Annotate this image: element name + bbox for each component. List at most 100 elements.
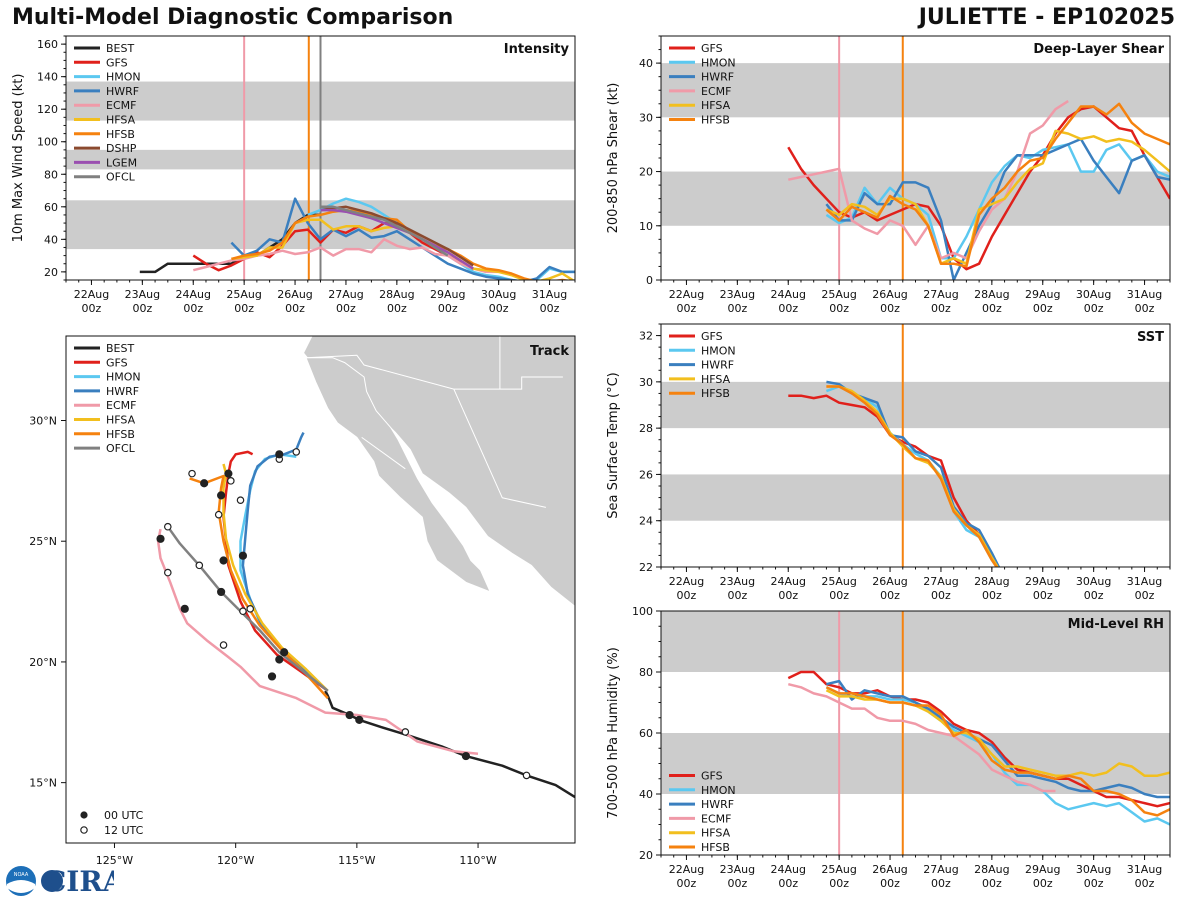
x-tick-label: 31Aug (532, 288, 567, 301)
x-tick-label: 22Aug (669, 863, 704, 876)
x-tick-label: 00z (727, 877, 747, 890)
y-tick-label: 100 (632, 605, 653, 618)
cira-logo: NOAA CIRA (6, 865, 114, 898)
panel-sst: 22242628303222Aug00z23Aug00z24Aug00z25Au… (606, 323, 1171, 602)
legend-marker-00utc (80, 811, 88, 819)
marker-12utc (239, 607, 247, 616)
legend-label-best: BEST (106, 42, 134, 55)
storm-id-title: JULIETTE - EP102025 (918, 5, 1175, 30)
legend-label-hfsb: HFSB (701, 841, 730, 854)
x-tick-label: 28Aug (379, 288, 414, 301)
x-tick-label: 00z (931, 589, 951, 602)
lat-tick-label: 25°N (29, 535, 57, 548)
x-tick-label: 00z (1135, 589, 1155, 602)
x-tick-label: 00z (387, 302, 407, 315)
y-tick-label: 26 (639, 468, 653, 481)
y-tick-label: 60 (44, 201, 58, 214)
y-tick-label: 32 (639, 330, 653, 343)
marker-12utc (246, 605, 255, 613)
series-line-lgem (320, 208, 474, 270)
x-tick-label: 30Aug (1076, 288, 1111, 301)
series-group (787, 670, 1170, 826)
y-axis-label: Sea Surface Temp (°C) (606, 372, 621, 519)
x-tick-label: 24Aug (771, 288, 806, 301)
x-tick-label: 26Aug (872, 575, 907, 588)
x-tick-label: 31Aug (1127, 288, 1162, 301)
lat-tick-label: 20°N (29, 656, 57, 669)
series-group (787, 100, 1170, 280)
shaded-band (661, 611, 1170, 672)
x-tick-label: 00z (1084, 302, 1104, 315)
x-tick-label: 00z (778, 589, 798, 602)
x-tick-label: 27Aug (923, 863, 958, 876)
land-group (302, 336, 575, 608)
legend-label-ecmf: ECMF (106, 399, 136, 412)
x-tick-label: 00z (880, 877, 900, 890)
legend-label-ecmf: ECMF (106, 99, 136, 112)
legend-label-ecmf: ECMF (701, 85, 731, 98)
legend-label-hfsb: HFSB (106, 128, 135, 141)
y-tick-label: 60 (639, 727, 653, 740)
y-tick-label: 30 (639, 111, 653, 124)
y-tick-label: 28 (639, 422, 653, 435)
tracks-group (156, 432, 575, 799)
x-tick-label: 28Aug (974, 288, 1009, 301)
y-tick-label: 20 (639, 166, 653, 179)
x-tick-label: 00z (183, 302, 203, 315)
x-tick-label: 25Aug (226, 288, 261, 301)
legend-label-best: BEST (106, 342, 134, 355)
x-tick-label: 31Aug (1127, 575, 1162, 588)
baja-peninsula-shape (305, 357, 492, 593)
x-tick-label: 00z (489, 302, 509, 315)
marker-00utc (217, 587, 226, 597)
panel-intensity: 2040608010012014016022Aug00z23Aug00z24Au… (11, 35, 576, 315)
x-tick-label: 00z (829, 877, 849, 890)
x-tick-label: 00z (931, 302, 951, 315)
lon-tick-label: 110°W (459, 854, 496, 867)
legend-label-hwrf: HWRF (106, 385, 139, 398)
legend-label-hfsb: HFSB (106, 428, 135, 441)
legend-label-00utc: 00 UTC (104, 809, 144, 822)
x-tick-label: 00z (540, 302, 560, 315)
x-tick-label: 23Aug (720, 288, 755, 301)
x-tick-label: 00z (677, 589, 697, 602)
legend-label-hwrf: HWRF (106, 85, 139, 98)
legend-label-ecmf: ECMF (701, 812, 731, 825)
x-tick-label: 00z (982, 302, 1002, 315)
x-tick-label: 00z (1033, 302, 1053, 315)
lon-tick-label: 120°W (217, 854, 254, 867)
x-tick-label: 00z (982, 877, 1002, 890)
x-tick-label: 23Aug (720, 863, 755, 876)
marker-00utc (200, 479, 209, 488)
x-tick-label: 22Aug (669, 288, 704, 301)
x-tick-label: 30Aug (481, 288, 516, 301)
x-tick-label: 00z (778, 302, 798, 315)
x-tick-label: 25Aug (821, 863, 856, 876)
shaded-band (661, 474, 1170, 521)
legend-label-hwrf: HWRF (701, 798, 734, 811)
series-group (788, 380, 1001, 567)
x-tick-label: 00z (677, 877, 697, 890)
legend-label-gfs: GFS (701, 42, 723, 55)
legend-label-hwrf: HWRF (701, 71, 734, 84)
x-tick-label: 00z (931, 877, 951, 890)
series-line-hfsb (825, 102, 1170, 268)
marker-12utc (214, 510, 223, 519)
x-tick-label: 22Aug (669, 575, 704, 588)
x-tick-label: 23Aug (720, 575, 755, 588)
panel-title: Mid-Level RH (1068, 617, 1164, 632)
legend-label-hmon: HMON (701, 344, 736, 357)
marker-00utc (238, 551, 248, 560)
x-tick-label: 00z (982, 589, 1002, 602)
lat-tick-label: 30°N (29, 415, 57, 428)
x-tick-label: 00z (880, 302, 900, 315)
legend-label-ofcl: OFCL (106, 171, 136, 184)
panel-title: Track (530, 344, 569, 359)
x-tick-label: 00z (677, 302, 697, 315)
shaded-band (661, 63, 1170, 118)
x-tick-label: 24Aug (176, 288, 211, 301)
series-line-hwrf (825, 137, 1170, 280)
x-tick-label: 00z (234, 302, 254, 315)
marker-00utc (217, 491, 226, 500)
